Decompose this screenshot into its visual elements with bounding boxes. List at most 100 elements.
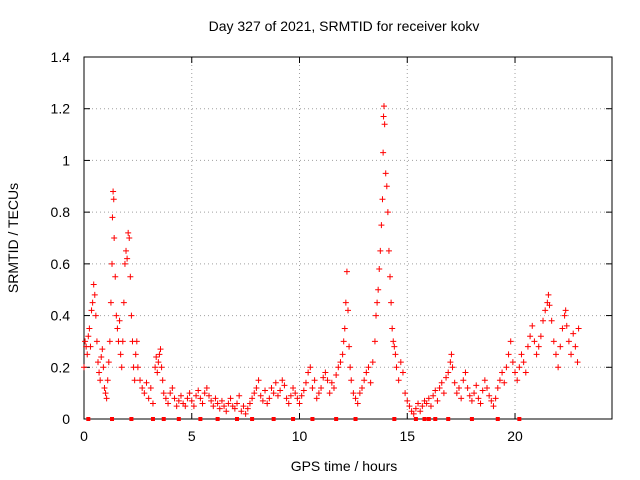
- data-point: [231, 405, 238, 412]
- data-points: [81, 103, 582, 417]
- data-point: [499, 369, 506, 376]
- data-point: [479, 387, 486, 394]
- data-point: [550, 338, 557, 345]
- data-point: [285, 400, 292, 407]
- y-axis-label: SRMTID / TECUs: [5, 183, 21, 293]
- gap-marker: [176, 417, 181, 421]
- data-point: [147, 384, 154, 391]
- data-point: [356, 390, 363, 397]
- data-point: [159, 377, 166, 384]
- data-point: [257, 392, 264, 399]
- data-point: [251, 390, 258, 397]
- data-point: [186, 390, 193, 397]
- data-point: [473, 382, 480, 389]
- data-point: [244, 405, 251, 412]
- data-point: [114, 325, 121, 332]
- data-point: [149, 400, 156, 407]
- x-tick-label: 5: [188, 428, 196, 444]
- data-point: [565, 338, 572, 345]
- gap-marker: [334, 417, 339, 421]
- data-point: [227, 395, 234, 402]
- data-point: [169, 384, 176, 391]
- data-point: [563, 322, 570, 329]
- data-point: [117, 351, 124, 358]
- data-point: [447, 359, 454, 366]
- data-point: [352, 395, 359, 402]
- data-point: [190, 403, 197, 410]
- data-point: [393, 364, 400, 371]
- data-point: [298, 392, 305, 399]
- data-point: [399, 369, 406, 376]
- data-point: [363, 369, 370, 376]
- data-point: [453, 390, 460, 397]
- data-point: [134, 364, 141, 371]
- data-point: [490, 403, 497, 410]
- data-point: [294, 395, 301, 402]
- data-point: [546, 302, 553, 309]
- data-point: [448, 351, 455, 358]
- data-point: [545, 291, 552, 298]
- data-point: [342, 299, 349, 306]
- data-point: [238, 408, 245, 415]
- data-point: [361, 377, 368, 384]
- data-point: [177, 392, 184, 399]
- data-point: [182, 403, 189, 410]
- data-point: [307, 364, 314, 371]
- gap-markers: [86, 417, 522, 421]
- data-point: [277, 387, 284, 394]
- data-point: [158, 364, 165, 371]
- data-point: [143, 379, 150, 386]
- data-point: [391, 343, 398, 350]
- data-point: [436, 384, 443, 391]
- data-point: [562, 307, 569, 314]
- data-point: [512, 369, 519, 376]
- data-point: [208, 397, 215, 404]
- data-point: [340, 338, 347, 345]
- data-point: [88, 307, 95, 314]
- data-point: [328, 379, 335, 386]
- data-point: [406, 403, 413, 410]
- data-point: [290, 384, 297, 391]
- data-point: [305, 369, 312, 376]
- data-point: [382, 170, 389, 177]
- data-point: [383, 183, 390, 190]
- data-point: [374, 299, 381, 306]
- data-point: [496, 377, 503, 384]
- gap-marker: [433, 417, 438, 421]
- data-point: [145, 395, 152, 402]
- data-point: [365, 364, 372, 371]
- data-point: [86, 325, 93, 332]
- data-point: [106, 338, 113, 345]
- data-point: [570, 330, 577, 337]
- data-point: [104, 377, 111, 384]
- data-point: [221, 403, 228, 410]
- gap-marker: [413, 417, 418, 421]
- gap-marker: [291, 417, 296, 421]
- data-point: [359, 384, 366, 391]
- data-point: [318, 384, 325, 391]
- data-point: [345, 307, 351, 314]
- y-tick-label: 0.6: [51, 256, 71, 272]
- data-point: [527, 333, 534, 340]
- data-point: [369, 359, 376, 366]
- data-point: [509, 359, 516, 366]
- data-point: [333, 372, 340, 379]
- data-point: [139, 384, 146, 391]
- data-point: [466, 392, 473, 399]
- data-point: [165, 400, 172, 407]
- data-point: [113, 312, 120, 319]
- data-point: [425, 395, 432, 402]
- data-point: [320, 374, 327, 381]
- gap-marker: [198, 417, 203, 421]
- data-point: [379, 196, 386, 203]
- data-point: [494, 384, 501, 391]
- gap-marker: [215, 417, 220, 421]
- data-point: [371, 338, 378, 345]
- data-point: [81, 364, 87, 371]
- data-point: [445, 369, 452, 376]
- data-point: [390, 338, 397, 345]
- data-point: [389, 325, 396, 332]
- gap-marker: [129, 417, 134, 421]
- data-point: [568, 351, 575, 358]
